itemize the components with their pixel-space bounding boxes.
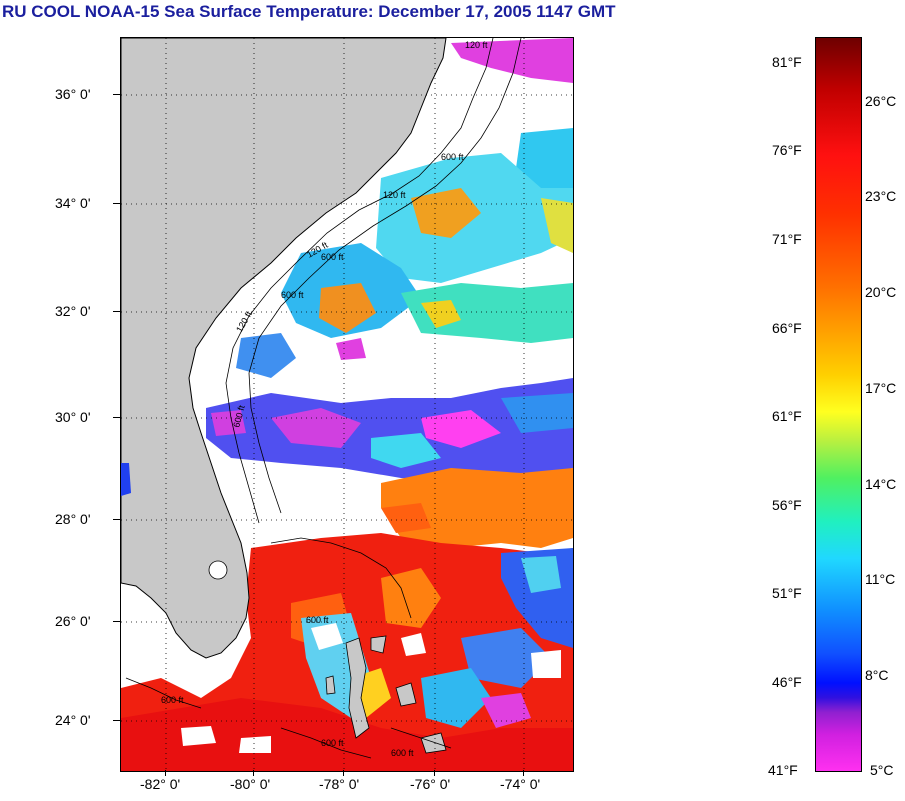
- lon-label: -78° 0': [319, 776, 360, 792]
- lat-tick: [113, 519, 120, 520]
- colorbar-f-label: 41°F: [768, 762, 798, 778]
- colorbar-f-label: 56°F: [772, 497, 802, 513]
- colorbar-f-label: 46°F: [772, 674, 802, 690]
- colorbar-c-label: 11°C: [865, 571, 896, 587]
- contour-label: 600 ft: [391, 748, 414, 758]
- lat-tick: [113, 417, 120, 418]
- sst-north-patches: [236, 38, 573, 378]
- lake-okeechobee: [208, 560, 228, 580]
- temperature-colorbar: [815, 37, 862, 772]
- colorbar-c-label: 20°C: [865, 284, 897, 300]
- graticule: [121, 38, 573, 771]
- lon-label: -74° 0': [500, 776, 541, 792]
- lon-label: -82° 0': [140, 776, 181, 792]
- gulf-sst-patch: [121, 463, 131, 496]
- lon-label: -76° 0': [410, 776, 451, 792]
- contour-label: 600 ft: [281, 290, 304, 300]
- contour-label: 120 ft: [465, 40, 488, 50]
- sst-map-canvas: 120 ft 600 ft 120 ft 600 ft 120 ft 600 f…: [121, 38, 573, 771]
- colorbar-c-label: 23°C: [865, 188, 897, 204]
- lat-label: 28° 0': [55, 511, 91, 527]
- lon-tick: [343, 770, 344, 776]
- lat-label: 36° 0': [55, 86, 91, 102]
- colorbar-c-label: 14°C: [865, 476, 897, 492]
- cloud-patches: [181, 623, 561, 753]
- bahamas-land: [325, 635, 447, 754]
- contour-label: 120 ft: [383, 190, 406, 200]
- bathymetry-contours: [125, 38, 522, 759]
- colorbar-f-label: 66°F: [772, 320, 802, 336]
- contour-label: 600 ft: [306, 615, 329, 625]
- colorbar-f-label: 51°F: [772, 585, 802, 601]
- lat-tick: [113, 94, 120, 95]
- colorbar-c-label: 8°C: [865, 667, 889, 683]
- lat-tick: [113, 311, 120, 312]
- colorbar-f-label: 81°F: [772, 54, 802, 70]
- colorbar-c-label: 5°C: [870, 762, 894, 778]
- lon-tick: [523, 770, 524, 776]
- lat-label: 24° 0': [55, 712, 91, 728]
- lat-tick: [113, 203, 120, 204]
- us-mainland: [121, 38, 447, 659]
- colorbar-f-label: 61°F: [772, 408, 802, 424]
- contour-label: 600 ft: [441, 152, 464, 162]
- lon-tick: [253, 770, 254, 776]
- contour-labels: 120 ft 600 ft 120 ft 600 ft 120 ft 600 f…: [161, 40, 488, 758]
- lon-tick: [434, 770, 435, 776]
- sst-map: 120 ft 600 ft 120 ft 600 ft 120 ft 600 f…: [120, 37, 574, 772]
- lat-label: 30° 0': [55, 409, 91, 425]
- lat-label: 34° 0': [55, 195, 91, 211]
- lat-label: 26° 0': [55, 613, 91, 629]
- lon-label: -80° 0': [230, 776, 271, 792]
- lat-tick: [113, 621, 120, 622]
- lat-tick: [113, 720, 120, 721]
- contour-label: 600 ft: [321, 738, 344, 748]
- contour-label: 600 ft: [161, 695, 184, 705]
- contour-label: 600 ft: [321, 252, 344, 262]
- sst-central-band: [206, 378, 573, 483]
- lon-tick: [165, 770, 166, 776]
- colorbar-f-label: 76°F: [772, 142, 802, 158]
- map-title: RU COOL NOAA-15 Sea Surface Temperature:…: [2, 2, 616, 21]
- lat-label: 32° 0': [55, 303, 91, 319]
- colorbar-c-label: 17°C: [865, 380, 897, 396]
- colorbar-c-label: 26°C: [865, 93, 897, 109]
- colorbar-f-label: 71°F: [772, 231, 802, 247]
